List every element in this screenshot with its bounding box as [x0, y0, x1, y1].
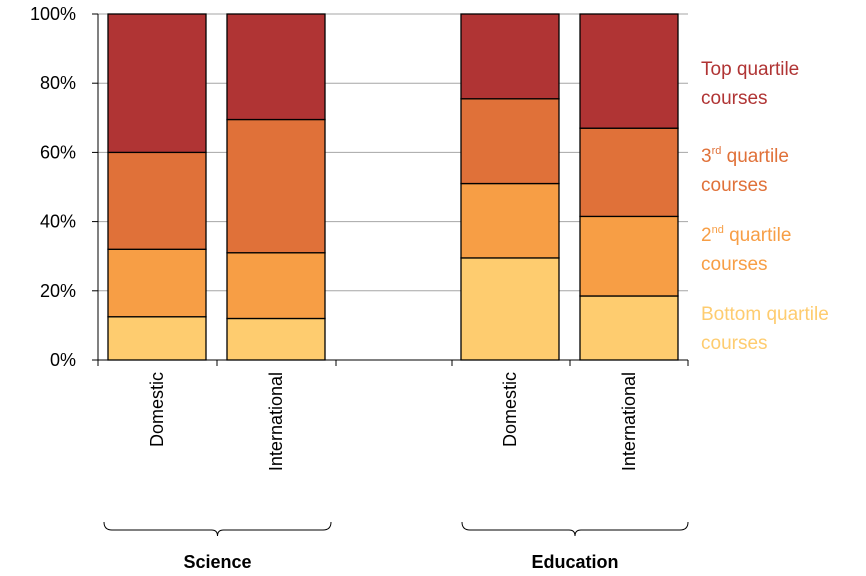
bar-segment — [226, 13, 326, 121]
category-label: Domestic — [500, 372, 520, 447]
bar-segment — [579, 13, 679, 129]
bar-segment — [579, 215, 679, 297]
axes — [92, 13, 689, 366]
bar-segment — [579, 295, 679, 361]
bars — [107, 13, 679, 361]
category-label: International — [619, 372, 639, 471]
y-tick-label: 0% — [50, 350, 76, 370]
y-tick-labels: 0% 20% 40% 60% 80% 100% — [30, 4, 76, 370]
y-tick-label: 20% — [40, 281, 76, 301]
category-label: Domestic — [147, 372, 167, 447]
y-tick-label: 80% — [40, 73, 76, 93]
y-tick-label: 100% — [30, 4, 76, 24]
legend-label: Bottom quartile — [701, 304, 829, 325]
legend-label-line2: courses — [701, 254, 768, 275]
bar-segment — [460, 257, 560, 361]
bar-segment — [226, 118, 326, 254]
legend-label: 3rd quartile — [701, 145, 789, 167]
bar-segment — [226, 252, 326, 320]
group-brace — [103, 521, 332, 537]
legend-label-line2: courses — [701, 175, 768, 196]
legend-label-line2: courses — [701, 88, 768, 109]
bar-segment — [226, 317, 326, 361]
bar-segment — [107, 316, 207, 361]
bar-segment — [107, 13, 207, 154]
bar-segment — [107, 151, 207, 250]
group-label: Science — [183, 552, 251, 572]
bar-segment — [460, 98, 560, 185]
group-label: Education — [531, 552, 618, 572]
group-brace — [461, 521, 689, 537]
legend-label: 2nd quartile — [701, 224, 791, 246]
y-tick-label: 60% — [40, 142, 76, 162]
bar-segment — [107, 248, 207, 318]
category-labels: Domestic International Domestic Internation… — [147, 372, 639, 471]
legend-label-line2: courses — [701, 333, 768, 354]
legend-label: Top quartile — [701, 59, 799, 80]
legend: Bottom quartile courses 2nd quartile course… — [701, 59, 829, 354]
category-label: International — [266, 372, 286, 471]
bar-segment — [460, 182, 560, 259]
bar-segment — [579, 127, 679, 218]
group-labels: Science Education — [103, 521, 689, 572]
y-tick-label: 40% — [40, 212, 76, 232]
bar-segment — [460, 13, 560, 100]
